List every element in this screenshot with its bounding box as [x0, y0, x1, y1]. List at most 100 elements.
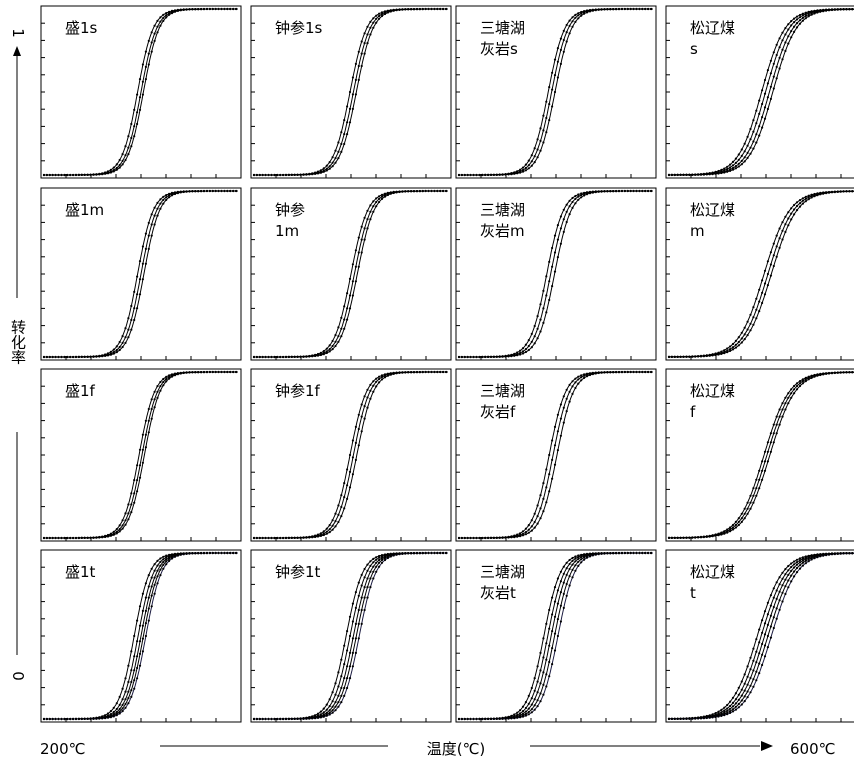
- data-point: [778, 423, 781, 426]
- data-point: [141, 609, 144, 613]
- data-point: [290, 173, 293, 176]
- data-point: [781, 408, 784, 411]
- data-point: [740, 688, 743, 691]
- data-point: [466, 173, 469, 177]
- data-point: [548, 453, 551, 457]
- data-point: [138, 605, 142, 608]
- data-point: [813, 557, 816, 560]
- data-point: [568, 199, 571, 202]
- data-point: [795, 201, 799, 204]
- data-point: [793, 17, 796, 20]
- data-point: [763, 293, 767, 296]
- data-point: [124, 523, 127, 526]
- data-point: [487, 355, 490, 358]
- data-point: [603, 371, 606, 374]
- data-point: [436, 551, 439, 555]
- data-point: [726, 528, 729, 531]
- data-point: [626, 189, 629, 193]
- data-point: [769, 97, 773, 100]
- data-point: [165, 198, 168, 201]
- data-point: [688, 536, 691, 539]
- data-point: [369, 564, 372, 568]
- data-point: [790, 392, 793, 395]
- data-point: [551, 265, 554, 268]
- data-point: [746, 501, 749, 504]
- data-point: [191, 371, 194, 374]
- data-point: [115, 710, 118, 714]
- data-point: [354, 62, 357, 65]
- data-point: [533, 520, 536, 524]
- data-point: [795, 18, 799, 21]
- data-point: [731, 526, 735, 529]
- data-point: [346, 307, 349, 310]
- data-point: [705, 173, 708, 176]
- data-point: [343, 133, 346, 136]
- data-point: [115, 168, 118, 171]
- data-point: [763, 644, 767, 647]
- data-point: [136, 490, 139, 493]
- data-point: [311, 717, 314, 720]
- data-point: [527, 159, 530, 162]
- data-point: [147, 619, 150, 622]
- data-point: [594, 191, 597, 194]
- data-point: [159, 16, 162, 19]
- data-point: [746, 507, 749, 510]
- data-point: [545, 275, 548, 278]
- data-point: [380, 558, 384, 562]
- data-point: [366, 25, 369, 28]
- data-point: [165, 375, 168, 378]
- data-point: [235, 189, 238, 193]
- data-point: [504, 717, 507, 720]
- data-point: [427, 7, 430, 11]
- data-point: [568, 558, 571, 562]
- data-point: [798, 561, 802, 564]
- data-point: [495, 717, 498, 721]
- data-point: [793, 570, 796, 573]
- data-point: [484, 717, 487, 721]
- data-point: [571, 385, 574, 388]
- data-point: [673, 536, 676, 540]
- data-point: [284, 536, 288, 540]
- data-point: [731, 348, 735, 351]
- data-point: [168, 377, 171, 380]
- data-point: [784, 49, 787, 53]
- data-point: [369, 570, 372, 573]
- data-point: [412, 371, 416, 374]
- data-point: [144, 65, 147, 68]
- data-point: [574, 197, 577, 200]
- data-point: [585, 556, 589, 559]
- data-point: [492, 173, 495, 176]
- data-point: [577, 555, 580, 559]
- data-point: [360, 52, 363, 55]
- data-point: [162, 560, 165, 564]
- data-point: [211, 370, 214, 374]
- data-point: [807, 13, 810, 16]
- data-point: [138, 108, 142, 111]
- data-point: [562, 592, 565, 596]
- data-point: [144, 247, 147, 250]
- data-point: [366, 569, 369, 572]
- data-point: [273, 717, 276, 721]
- data-point: [793, 563, 796, 566]
- data-point: [565, 210, 568, 213]
- data-point: [787, 564, 790, 568]
- data-point: [153, 24, 156, 27]
- data-point: [214, 189, 217, 193]
- data-point: [115, 166, 118, 170]
- data-point: [810, 196, 813, 199]
- data-point: [580, 558, 583, 561]
- data-point: [545, 642, 548, 645]
- data-point: [392, 554, 395, 557]
- data-point: [354, 622, 357, 626]
- data-point: [519, 712, 522, 715]
- data-point: [597, 371, 600, 375]
- data-point: [360, 238, 363, 241]
- data-point: [118, 524, 121, 527]
- data-point: [787, 211, 790, 214]
- data-point: [156, 214, 159, 217]
- data-point: [162, 563, 165, 567]
- data-point: [556, 413, 560, 416]
- data-point: [562, 572, 565, 575]
- data-point: [641, 189, 644, 193]
